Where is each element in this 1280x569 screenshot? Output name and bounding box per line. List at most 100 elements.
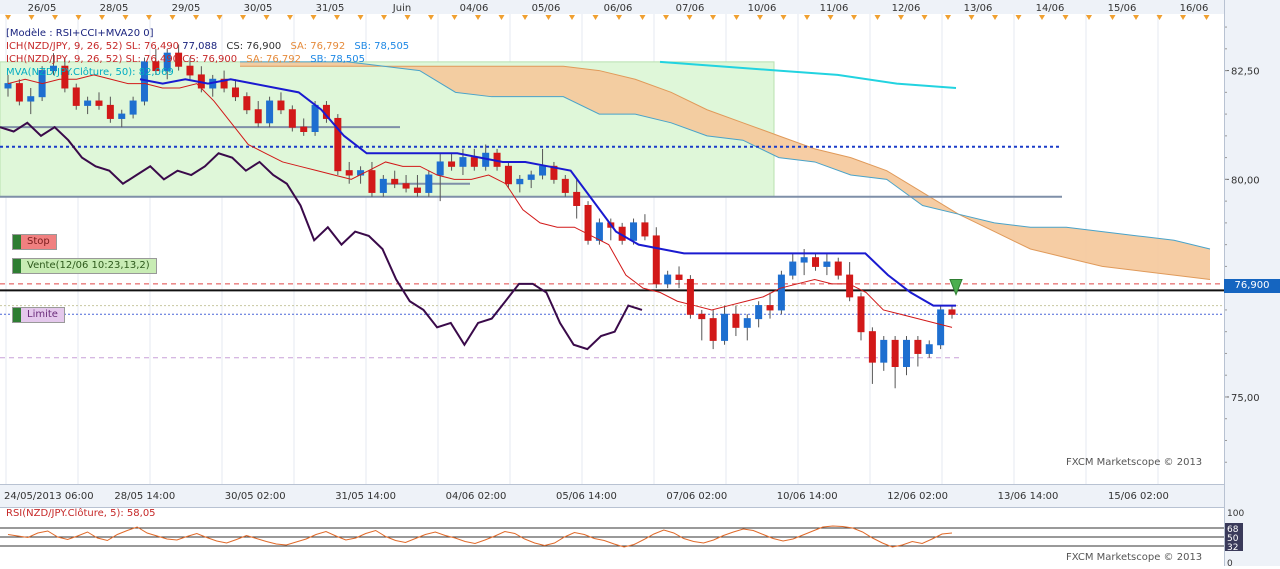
candle-body [84, 100, 92, 106]
candle-body [106, 104, 114, 119]
bottom-date-label: 10/06 14:00 [777, 491, 838, 502]
candle-body [163, 52, 171, 72]
legend-sa: SA: 76,792 [290, 41, 346, 52]
candle-body [834, 261, 842, 276]
top-date-svg: 26/05 28/05 29/05 30/05 31/05 Juin 04/06 05/06 0… [28, 3, 1209, 14]
limit-order-tag[interactable]: Limite [12, 307, 65, 323]
watermark: FXCM Marketscope © 2013 [1066, 457, 1203, 468]
candle-body [925, 344, 933, 354]
y-tick-label: 75,00 [1231, 393, 1260, 404]
candle-body [231, 87, 239, 98]
entry-order-tag[interactable]: Vente(12/06 10:23,13,2) [12, 258, 157, 274]
session-marker [122, 15, 129, 20]
session-marker [757, 15, 763, 20]
candle-body [698, 313, 706, 320]
limit-drag-handle[interactable] [13, 308, 21, 322]
candle-body [527, 174, 535, 180]
stop-label: Stop [27, 236, 50, 247]
candle-body [459, 157, 467, 167]
candle-body [789, 261, 797, 276]
legend-mva: MVA(NZD/JPY.Clôture, 50): 82,069 [6, 67, 174, 78]
entry-drag-handle[interactable] [13, 259, 21, 273]
session-marker [804, 15, 810, 20]
session-marker [827, 15, 834, 20]
session-marker [851, 15, 857, 20]
top-date-label: 05/06 [532, 3, 561, 14]
chikou-span [0, 121, 643, 351]
session-marker [75, 15, 82, 20]
session-marker [5, 15, 11, 20]
session-marker [216, 15, 223, 20]
rsi-panel[interactable]: RSI(NZD/JPY.Clôture, 5): 58,05 FXCM Mark… [0, 508, 1224, 566]
limit-label: Limite [27, 309, 58, 320]
session-marker [310, 15, 317, 20]
session-marker [874, 15, 881, 20]
session-marker [968, 15, 975, 20]
session-marker [945, 15, 951, 20]
rsi-watermark: FXCM Marketscope © 2013 [1066, 552, 1203, 563]
bottom-date-label: 28/05 14:00 [114, 491, 175, 502]
candle-body [436, 161, 444, 176]
candle-body [732, 313, 740, 328]
session-marker [475, 15, 481, 20]
stop-order-tag[interactable]: Stop [12, 234, 57, 250]
candle-body [857, 296, 865, 333]
candle-body [118, 113, 126, 119]
candle-body [402, 183, 410, 189]
time-axis-svg: 24/05/2013 06:00 28/05 14:00 30/05 02:00 31… [4, 491, 1169, 502]
price-chart[interactable]: [Modèle : RSI+CCI+MVA20 0] ICH(NZD/JPY, … [0, 14, 1224, 485]
candle-body [448, 161, 456, 167]
candle-body [766, 305, 774, 311]
current-price-label: 76,900 [1224, 279, 1280, 293]
session-marker [1109, 15, 1116, 20]
stop-drag-handle[interactable] [13, 235, 21, 249]
session-marker [357, 15, 364, 20]
signal-arrow [949, 278, 963, 297]
candle-body [561, 178, 569, 193]
y-tick-label: 80,00 [1231, 175, 1260, 186]
candle-body [186, 65, 194, 76]
time-axis[interactable]: 24/05/2013 06:00 28/05 14:00 30/05 02:00 31… [0, 485, 1224, 508]
session-marker [1156, 15, 1163, 20]
candle-body [220, 78, 228, 89]
candle-body [72, 87, 80, 106]
session-marker [99, 15, 105, 20]
top-date-label: Juin [392, 3, 411, 14]
top-date-label: 28/05 [100, 3, 129, 14]
session-marker [1039, 15, 1045, 20]
y-tick-label: 82,50 [1231, 67, 1260, 78]
candle-body [584, 204, 592, 241]
candle-body [550, 165, 558, 180]
senkou-span-b [240, 61, 1211, 250]
candle-body [254, 109, 262, 124]
session-marker [404, 15, 411, 20]
candle-body [61, 65, 69, 89]
top-date-label: 07/06 [676, 3, 705, 14]
candle-body [823, 261, 831, 267]
session-marker [522, 15, 528, 20]
price-chart-svg[interactable] [0, 14, 1224, 484]
legend-ichimoku-1-text: ICH(NZD/JPY, 9, 26, 52) SL: 76,490 [6, 41, 183, 52]
candle-body [175, 52, 183, 67]
rsi-tick-label: 50 [1227, 534, 1239, 544]
rsi-tick-box [1225, 523, 1243, 533]
top-date-label: 12/06 [892, 3, 921, 14]
bottom-date-label: 07/06 02:00 [666, 491, 727, 502]
bottom-date-label: 31/05 14:00 [335, 491, 396, 502]
rsi-svg [0, 525, 1224, 548]
candle-body [880, 339, 888, 363]
candle-body [15, 83, 23, 102]
session-marker [710, 15, 716, 20]
top-date-label: 30/05 [244, 3, 273, 14]
session-marker [545, 15, 552, 20]
candle-body [641, 222, 649, 237]
bottom-date-label: 05/06 14:00 [556, 491, 617, 502]
bottom-date-label: 30/05 02:00 [225, 491, 286, 502]
bottom-date-label: 04/06 02:00 [446, 491, 507, 502]
legend-tl: 77,088 [182, 41, 218, 52]
top-date-label: 11/06 [820, 3, 849, 14]
rsi-tick-label: 68 [1227, 525, 1239, 535]
top-date-label: 29/05 [172, 3, 201, 14]
session-marker [898, 15, 904, 20]
session-marker [921, 15, 928, 20]
